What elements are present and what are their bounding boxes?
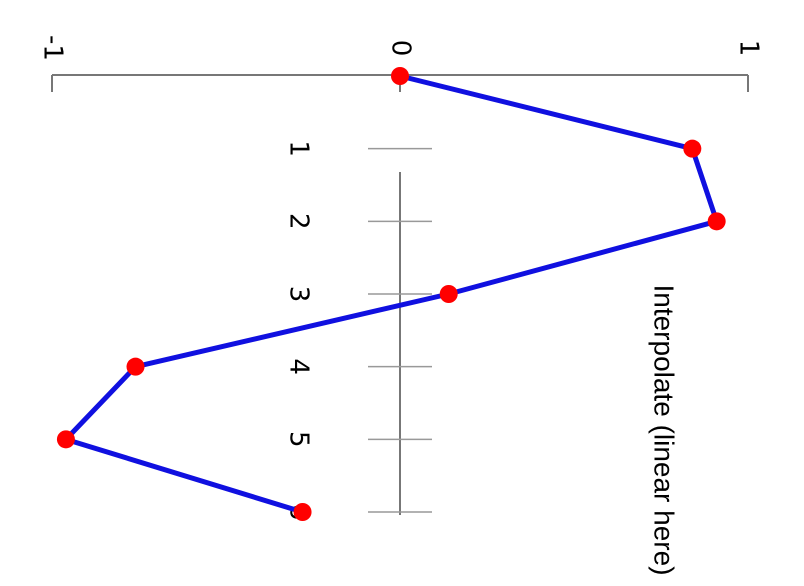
data-point	[683, 139, 702, 158]
x-tick-label: 2	[284, 213, 314, 230]
data-point	[707, 212, 726, 231]
x-tick-label: 1	[284, 140, 314, 157]
data-point	[126, 357, 145, 376]
data-point	[439, 285, 458, 303]
y-tick-label: 0	[386, 40, 416, 57]
x-tick-label: 5	[284, 431, 314, 448]
x-tick-label: 4	[284, 358, 314, 375]
chart-title: Interpolate (linear here)	[649, 284, 680, 575]
data-point	[391, 67, 409, 85]
y-tick-label: 1	[734, 40, 764, 57]
data-point	[293, 503, 312, 521]
y-tick-label: -1	[38, 35, 68, 61]
data-point	[56, 430, 75, 449]
x-tick-label: 3	[284, 286, 314, 303]
